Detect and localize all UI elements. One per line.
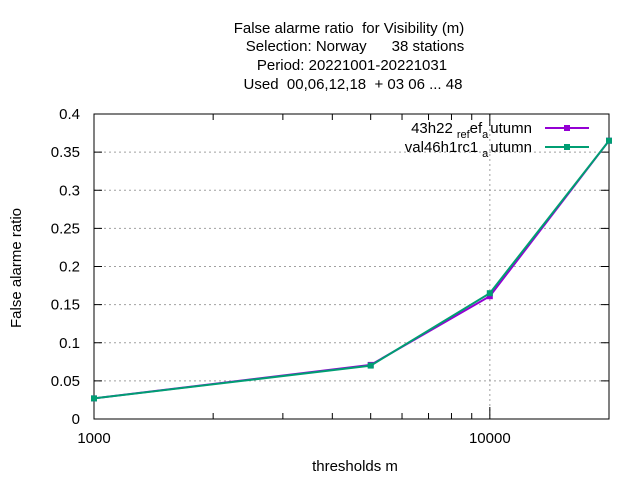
title-line-3: Period: 20221001-20221031 (257, 57, 447, 74)
x-axis-label: thresholds m (312, 458, 398, 475)
legend-marker-1 (564, 125, 570, 131)
y-tick-label: 0.2 (59, 259, 80, 276)
legend-entry-2: val46h1rc1 a utumn (405, 139, 589, 160)
legend-entry-1: 43h22 refefa utumn (411, 120, 589, 141)
chart-title: False alarme ratio for Visibility (m) Se… (234, 20, 465, 93)
y-tick-label: 0.15 (51, 297, 80, 314)
y-tick-label: 0.05 (51, 373, 80, 390)
title-line-2: Selection: Norway 38 stations (246, 38, 464, 55)
title-line-1: False alarme ratio for Visibility (m) (234, 20, 465, 37)
grid (94, 114, 609, 419)
tick-labels: 0 0.05 0.1 0.15 0.2 0.25 0.3 0.35 0.4 1000 10000 (51, 106, 511, 447)
y-axis-label: False alarme ratio (8, 208, 25, 328)
y-tick-label: 0.3 (59, 182, 80, 199)
series-line-1 (93, 140, 610, 400)
series-2-point (606, 137, 612, 144)
title-line-4: Used 00,06,12,18 + 03 06 ... 48 (244, 76, 463, 93)
y-tick-label: 0.4 (59, 106, 80, 123)
series-2-point (91, 395, 97, 402)
legend-marker-2 (564, 144, 570, 150)
legend-label-2: val46h1rc1 a utumn (405, 139, 532, 160)
series-line-2 (93, 140, 610, 400)
ticks (93, 113, 610, 420)
legend: 43h22 refefa utumn val46h1rc1 a utumn (405, 120, 589, 160)
y-tick-label: 0 (72, 411, 80, 428)
x-tick-label: 10000 (469, 430, 511, 447)
plot-border (93, 113, 610, 420)
series-2-point (367, 362, 374, 369)
x-tick-label: 1000 (77, 430, 110, 447)
legend-label-1: 43h22 refefa utumn (411, 120, 532, 141)
y-tick-label: 0.25 (51, 220, 80, 237)
y-tick-label: 0.1 (59, 335, 80, 352)
series-group (91, 137, 612, 402)
y-tick-label: 0.35 (51, 144, 80, 161)
series-2-point (486, 290, 493, 297)
